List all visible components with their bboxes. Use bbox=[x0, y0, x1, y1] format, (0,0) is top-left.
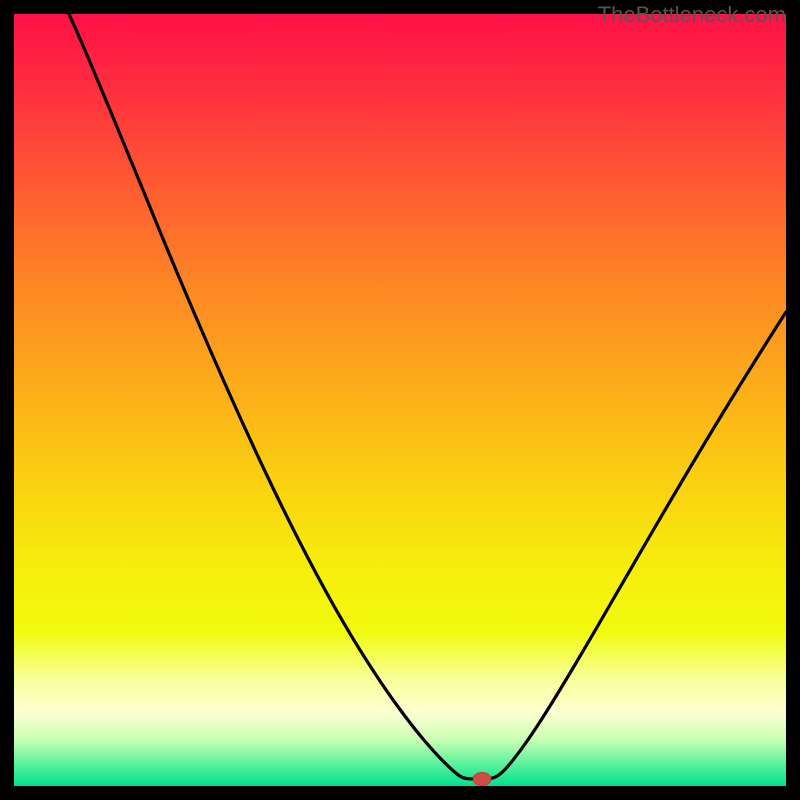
bottleneck-curve bbox=[69, 14, 786, 779]
minimum-marker bbox=[473, 773, 491, 786]
curve-layer bbox=[0, 0, 800, 800]
bottleneck-chart: TheBottleneck.com bbox=[0, 0, 800, 800]
